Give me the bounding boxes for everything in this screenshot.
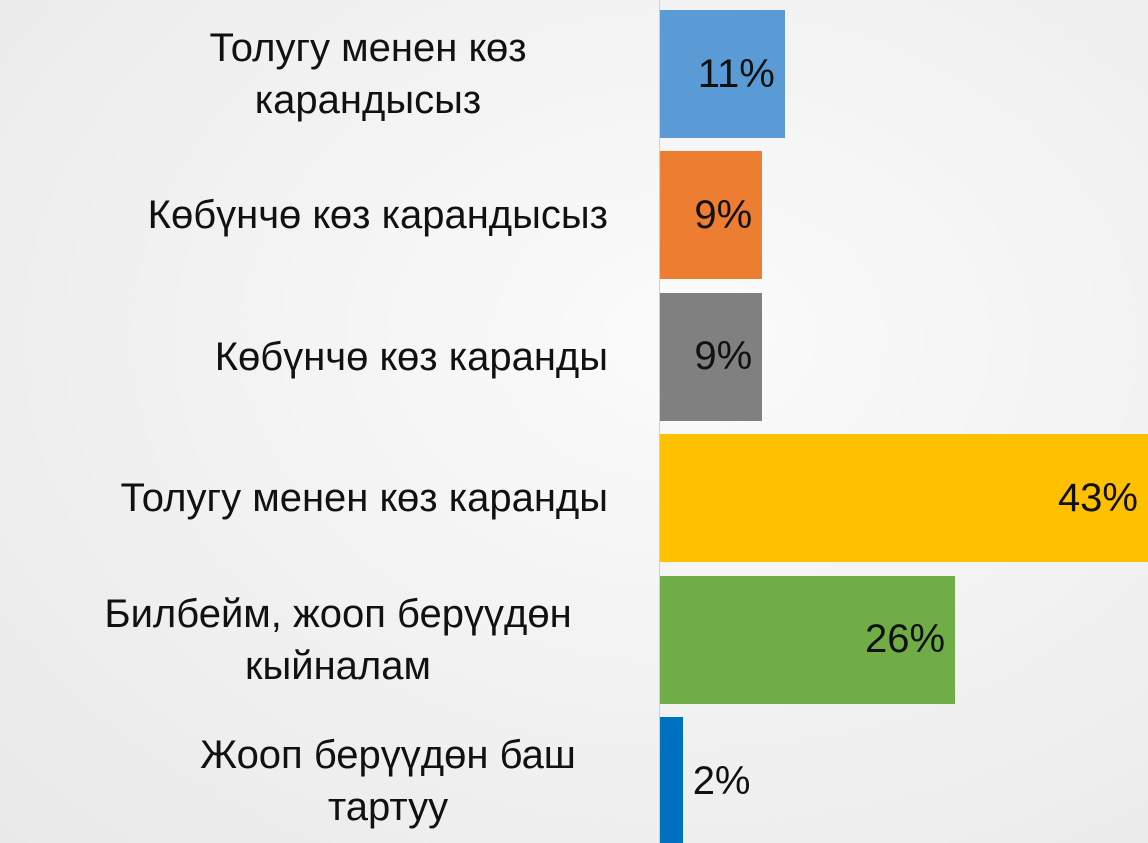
category-text: Толугу менен көз каранды — [120, 476, 609, 521]
data-label: 11% — [697, 51, 775, 96]
category-label: Билбейм, жооп берүүдөн кыйналам — [68, 576, 608, 704]
category-text: Билбейм, жооп берүүдөн кыйналам — [104, 591, 572, 688]
data-label: 26% — [865, 617, 946, 662]
bar — [660, 292, 763, 421]
category-text: Көбүнчө көз каранды — [214, 334, 608, 379]
data-label: 43% — [1057, 475, 1138, 520]
bar — [660, 10, 785, 138]
data-label: 2% — [692, 758, 751, 803]
category-label: Көбүнчө көз карандысыз — [148, 151, 608, 279]
category-text: Көбүнчө көз карандысыз — [147, 193, 608, 238]
data-label: 9% — [694, 334, 753, 379]
category-text: Толугу менен көз карандысыз — [209, 26, 527, 122]
bar — [660, 717, 683, 843]
bar — [660, 151, 763, 280]
category-label: Жооп берүүдөн баш тартуу — [168, 717, 608, 843]
category-label: Көбүнчө көз каранды — [215, 293, 608, 421]
bar — [660, 575, 956, 704]
category-label: Толугу менен көз карандысыз — [128, 10, 608, 138]
category-text: Жооп берүүдөн баш тартуу — [200, 733, 576, 829]
bar — [660, 434, 1148, 563]
category-label: Толугу менен көз каранды — [121, 434, 609, 562]
data-label: 9% — [694, 192, 753, 237]
axis-line — [659, 0, 660, 843]
